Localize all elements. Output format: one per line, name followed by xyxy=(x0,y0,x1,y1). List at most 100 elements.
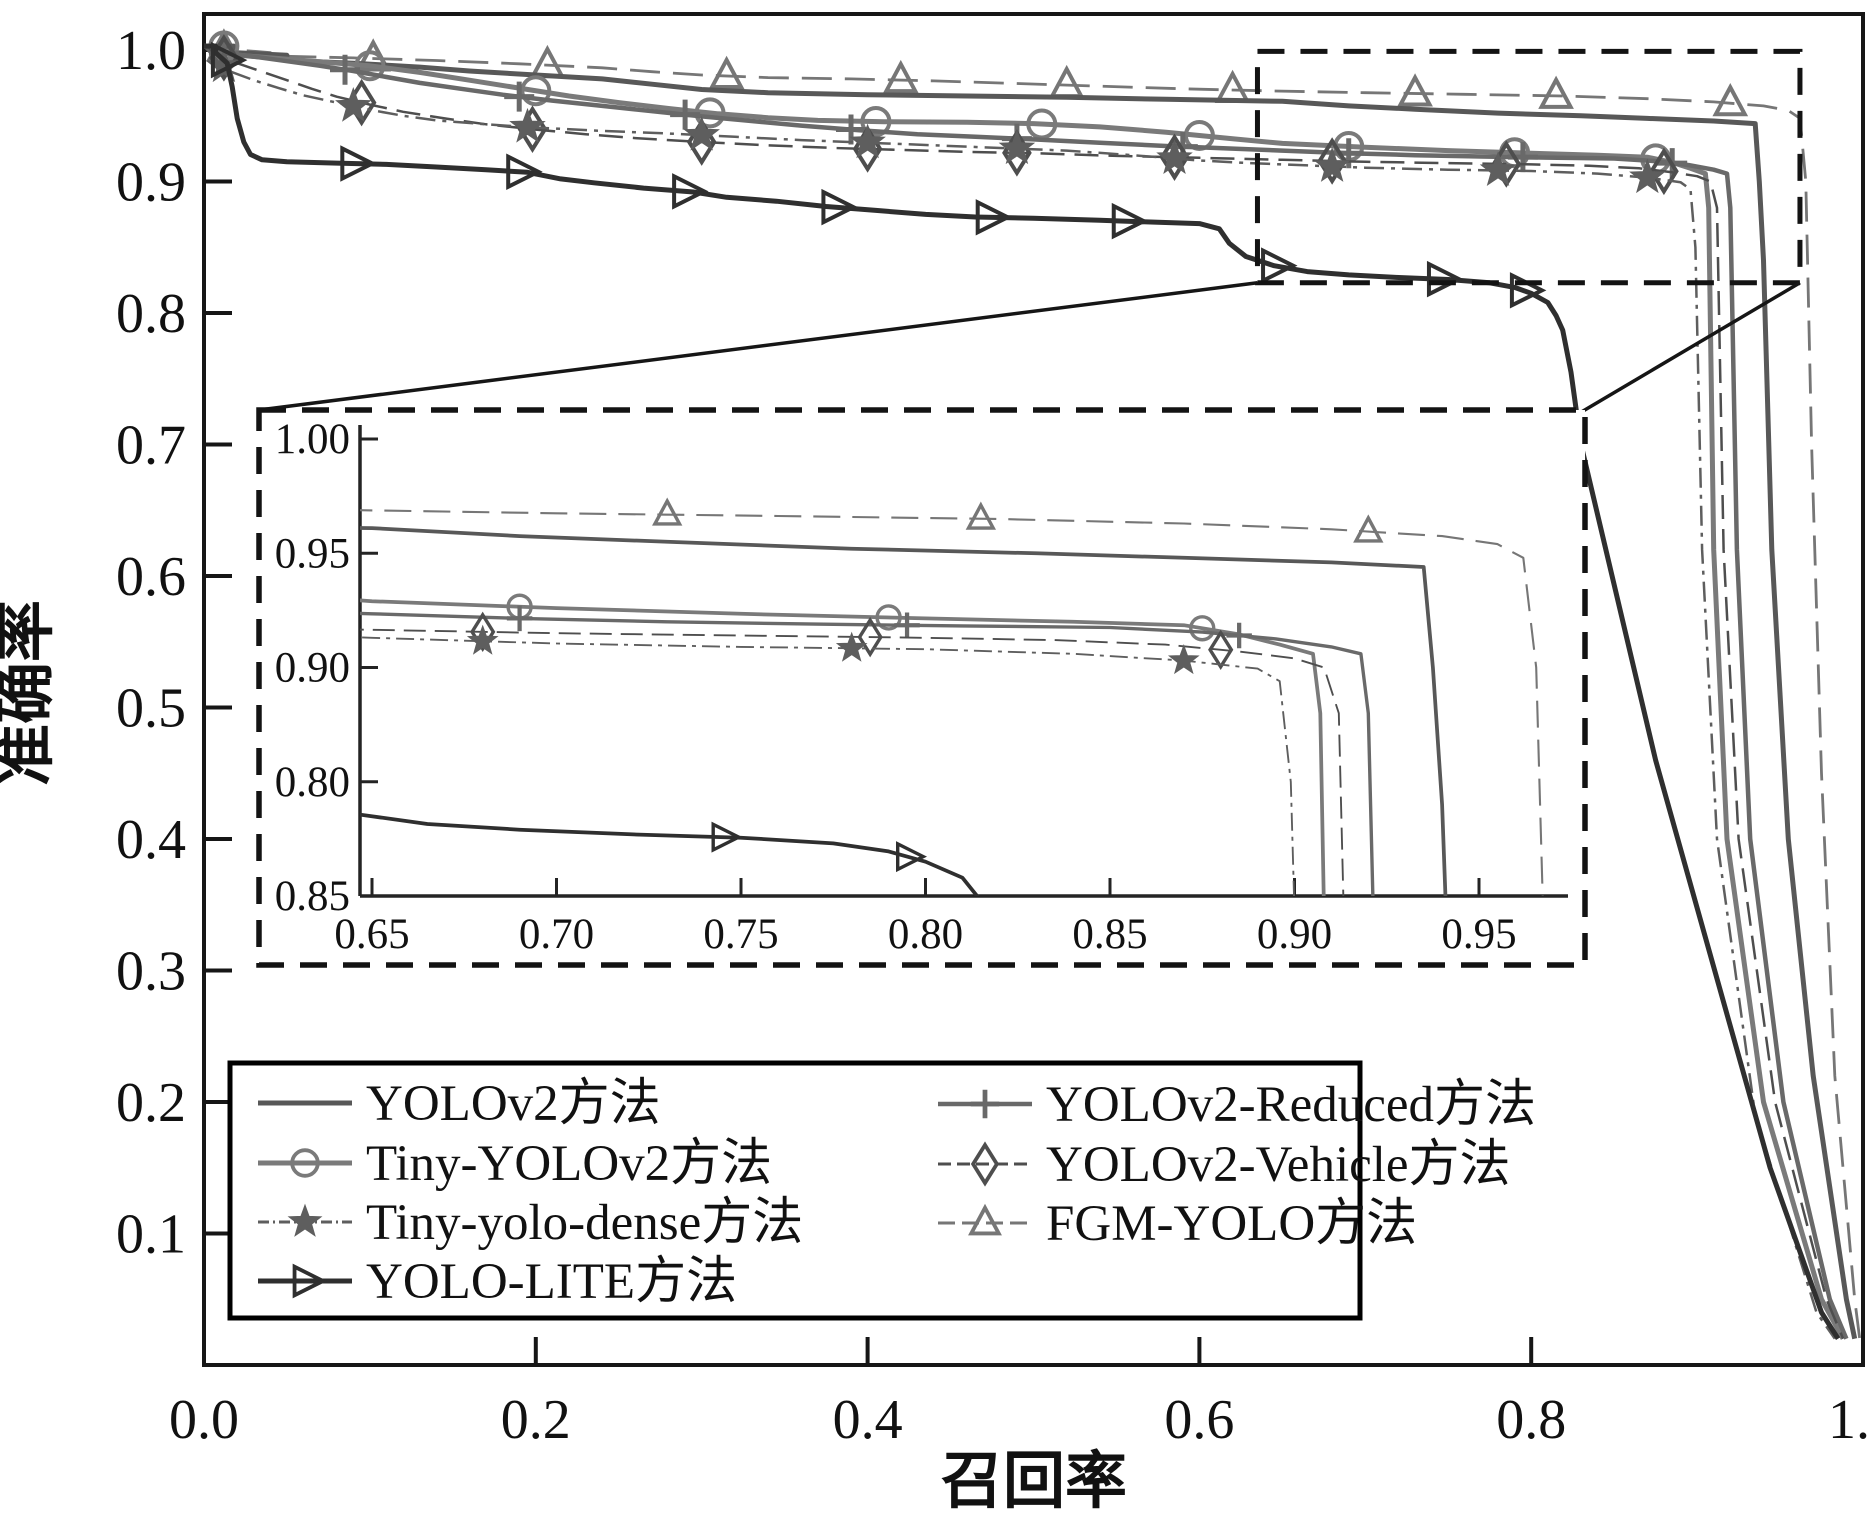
inset-y-tick-label: 0.85 xyxy=(275,873,350,920)
x-tick-label: 1.0 xyxy=(1828,1389,1871,1451)
legend-item-YOLOv2-Vehicle方法: YOLOv2-Vehicle方法 xyxy=(938,1137,1511,1193)
marker-tri-right-icon xyxy=(506,153,543,191)
legend: YOLOv2方法Tiny-YOLOv2方法Tiny-yolo-dense方法YO… xyxy=(227,1060,1536,1321)
marker-circle-icon xyxy=(354,50,386,82)
zoom-connector-left xyxy=(258,281,1258,412)
marker-diamond-icon xyxy=(1317,137,1347,185)
y-tick-label: 0.6 xyxy=(116,546,186,608)
legend-item-Tiny-YOLOv2方法: Tiny-YOLOv2方法 xyxy=(258,1136,772,1192)
marker-star-icon xyxy=(849,123,886,159)
inset-y-tick-label: 0.80 xyxy=(275,759,350,806)
inset-x-tick-label: 0.90 xyxy=(1257,911,1332,958)
y-tick-label: 1.0 xyxy=(116,20,186,82)
main-axes: 0.00.20.40.60.81.00.10.20.30.40.50.60.70… xyxy=(0,12,1871,1516)
y-tick-label: 0.5 xyxy=(116,678,186,740)
marker-star-icon xyxy=(1167,643,1200,675)
marker-tri-up-icon xyxy=(1353,514,1384,543)
marker-star-icon xyxy=(1156,139,1193,175)
legend-box xyxy=(227,1060,1363,1321)
marker-tri-right-icon xyxy=(292,1263,328,1299)
legend-item-YOLOv2方法: YOLOv2方法 xyxy=(258,1076,661,1132)
x-tick-label: 0.4 xyxy=(833,1389,903,1451)
inset-series-YOLO-LITE方法 xyxy=(360,812,980,896)
inset-y-tick-label: 0.95 xyxy=(275,530,350,577)
inset-series-YOLOv2-Vehicle方法 xyxy=(360,611,1345,896)
series-Tiny-yolo-dense方法 xyxy=(204,45,1836,1340)
marker-tri-right-icon xyxy=(1261,247,1298,284)
inset-panel: 1.000.950.900.800.850.65 0.70 0.75 0.80 0.85… xyxy=(256,407,1588,968)
marker-star-icon xyxy=(1313,147,1351,182)
marker-tri-up-icon xyxy=(1538,75,1574,109)
marker-tri-right-icon xyxy=(340,145,377,182)
inset-x-tick-label: 0.85 xyxy=(1072,911,1147,958)
inset-series-YOLOv2-Reduced方法 xyxy=(360,605,1375,896)
marker-diamond-icon xyxy=(970,1141,1000,1187)
marker-diamond-icon xyxy=(857,616,883,658)
inset-curves xyxy=(360,497,1544,896)
inset-series-Tiny-yolo-dense方法 xyxy=(360,624,1295,896)
inset-x-tick-label: 0.95 xyxy=(1441,911,1516,958)
inset-border xyxy=(256,407,1588,968)
inset-x-tick-label: 0.70 xyxy=(519,911,594,958)
legend-label: YOLOv2-Reduced方法 xyxy=(1046,1077,1536,1133)
marker-circle-icon xyxy=(290,1148,320,1178)
legend-item-FGM-YOLO方法: FGM-YOLO方法 xyxy=(938,1196,1417,1252)
marker-circle-icon xyxy=(1026,108,1058,140)
marker-tri-up-icon xyxy=(1397,73,1433,107)
marker-star-icon xyxy=(998,129,1036,165)
marker-tri-right-icon xyxy=(821,188,858,226)
legend-item-YOLOv2-Reduced方法: YOLOv2-Reduced方法 xyxy=(938,1077,1536,1133)
marker-circle-icon xyxy=(860,106,892,138)
marker-star-icon xyxy=(335,87,372,122)
marker-circle-icon xyxy=(520,75,552,107)
marker-star-icon xyxy=(1629,158,1666,194)
inset-x-tick-label: 0.75 xyxy=(703,911,778,958)
legend-label: YOLOv2-Vehicle方法 xyxy=(1046,1137,1511,1193)
zoom-source-rect xyxy=(1254,48,1803,286)
marker-plus-icon xyxy=(504,81,535,112)
x-tick-label: 0.2 xyxy=(501,1389,571,1451)
marker-tri-right-icon xyxy=(896,841,928,873)
legend-label: YOLO-LITE方法 xyxy=(366,1254,737,1310)
marker-tri-up-icon xyxy=(652,497,683,526)
legend-label: YOLOv2方法 xyxy=(366,1076,661,1132)
marker-plus-icon xyxy=(970,1089,1000,1119)
zoom-connector-right xyxy=(1577,281,1801,416)
marker-tri-right-icon xyxy=(210,41,248,79)
marker-diamond-icon xyxy=(1208,629,1234,670)
marker-tri-up-icon xyxy=(882,59,919,94)
marker-circle-icon xyxy=(1189,615,1216,642)
y-tick-label: 0.9 xyxy=(116,152,186,214)
marker-diamond-icon xyxy=(1649,147,1679,196)
marker-star-icon xyxy=(683,115,720,151)
inset-series-YOLOv2方法 xyxy=(360,526,1448,896)
marker-plus-icon xyxy=(1226,622,1252,649)
marker-star-icon xyxy=(466,624,499,655)
inset-series-FGM-YOLO方法 xyxy=(360,497,1544,896)
y-tick-label: 0.1 xyxy=(116,1204,186,1266)
marker-plus-icon xyxy=(670,99,701,130)
y-tick-label: 0.7 xyxy=(116,415,186,477)
marker-plus-icon xyxy=(894,612,920,638)
inset-x-tick-label: 0.80 xyxy=(888,911,963,958)
marker-circle-icon xyxy=(875,604,902,631)
marker-tri-up-icon xyxy=(968,1203,1002,1236)
legend-label: Tiny-YOLOv2方法 xyxy=(366,1136,772,1192)
inset-x-tick-label: 0.65 xyxy=(334,911,409,958)
marker-tri-up-icon xyxy=(1712,83,1749,117)
legend-label: Tiny-yolo-dense方法 xyxy=(366,1195,803,1251)
marker-star-icon xyxy=(509,107,546,143)
marker-star-icon xyxy=(835,631,868,662)
inset-y-tick-label: 1.00 xyxy=(275,416,350,463)
x-tick-label: 0.0 xyxy=(169,1389,239,1451)
inset-y-tick-label: 0.90 xyxy=(275,645,350,692)
legend-item-Tiny-yolo-dense方法: Tiny-yolo-dense方法 xyxy=(258,1195,803,1251)
marker-star-icon xyxy=(287,1203,323,1237)
marker-tri-up-icon xyxy=(965,501,997,530)
marker-plus-icon xyxy=(836,114,867,145)
marker-diamond-icon xyxy=(1159,133,1190,182)
marker-plus-icon xyxy=(506,605,533,632)
marker-tri-right-icon xyxy=(1426,260,1464,298)
